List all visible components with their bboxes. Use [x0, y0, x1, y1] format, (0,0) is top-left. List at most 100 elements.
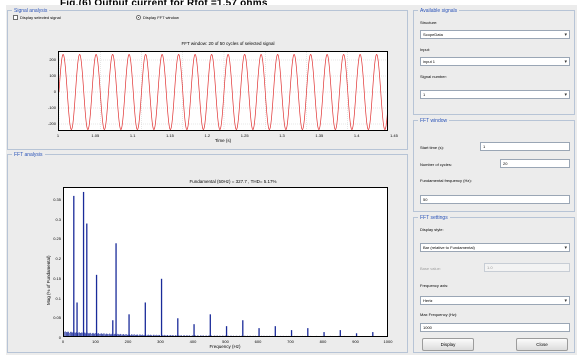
fft-panel-title: FFT analysis [12, 152, 45, 158]
fft-y-tick-label: 0.2 [55, 256, 61, 262]
signal-y-tick-label: -200 [47, 121, 56, 126]
signal-x-tick-label: 1.2 [204, 133, 211, 138]
signal-y-tick-label: 200 [49, 57, 56, 62]
fft-bar [76, 302, 78, 336]
start-time-input[interactable]: 1 [480, 142, 570, 151]
fft-x-tick-label: 700 [287, 339, 294, 344]
fft-bar [355, 333, 358, 336]
number-of-cycles-label: Number of cycles: [420, 162, 453, 167]
fft-window-title: FFT window [418, 118, 450, 124]
signal-x-tick-label: 1.35 [315, 133, 324, 138]
signal-plot-title: FFT window: 20 of 50 cycles of selected … [181, 41, 275, 46]
fft-x-tick-label: 200 [124, 339, 132, 344]
base-value-input[interactable]: 1.0 [484, 263, 570, 272]
signal-waveform-svg [59, 52, 387, 130]
signal-plot[interactable] [58, 51, 388, 131]
start-time-label: Start time (s): [420, 145, 445, 150]
input-label: Input: [420, 47, 431, 52]
fft-x-tick-label: 500 [222, 339, 229, 344]
signal-x-tick-label: 1.25 [240, 133, 249, 138]
figure-caption: Fig.(6) Output current for Rtot =1.57 oh… [0, 0, 577, 9]
close-button[interactable]: Close [516, 338, 568, 351]
fft-bar [73, 195, 75, 336]
available-signals-panel: Available signals Structure: ScopeData ▾… [413, 9, 575, 115]
fft-bar [144, 302, 146, 336]
fft-y-label: Mag (% of Fundamental) [46, 255, 51, 305]
dropdown-arrow-icon: ▾ [564, 59, 567, 65]
fft-x-tick-label: 800 [319, 339, 327, 344]
fft-bar [86, 223, 88, 336]
signal-x-tick-label: 1.15 [166, 133, 174, 138]
signal-x-tick-label: 1 [56, 133, 60, 138]
fft-bar [193, 324, 195, 336]
fft-plot-title: Fundamental (50Hz) = 327.7 , THD= 5.17% [189, 179, 277, 184]
fft-spectrum-plot[interactable] [63, 187, 388, 337]
fft-x-tick-label: 1000 [383, 339, 393, 344]
fft-bar [225, 326, 228, 336]
fft-bar [177, 318, 179, 336]
fft-y-tick-label: 0.35 [53, 196, 61, 202]
input-select[interactable]: input 1 ▾ [420, 57, 570, 66]
fft-x-tick-label: 400 [189, 339, 197, 344]
radio-selected-icon[interactable] [136, 15, 141, 20]
fundamental-frequency-input[interactable]: 50 [420, 195, 570, 204]
fft-bars-svg [64, 191, 386, 336]
signal-x-tick-label: 1.1 [129, 133, 136, 138]
fft-x-tick-label: 900 [352, 339, 359, 344]
fft-bar [95, 274, 98, 336]
signal-panel-title: Signal analysis [12, 8, 50, 14]
structure-select[interactable]: ScopeData ▾ [420, 30, 570, 39]
fft-x-tick-label: 300 [157, 339, 164, 344]
fundamental-frequency-label: Fundamental frequency (Hz): [420, 178, 472, 183]
fft-bar [258, 328, 260, 336]
fft-bar [112, 320, 114, 336]
fft-bar [82, 191, 85, 336]
fft-x-tick-label: 600 [254, 339, 262, 344]
display-style-select[interactable]: Bar (relative to Fundamental) ▾ [420, 243, 570, 252]
fft-y-tick-label: 0.25 [53, 236, 61, 242]
fft-bar [323, 332, 325, 336]
signal-series-line [59, 53, 387, 130]
signal-y-tick-label: -100 [47, 105, 56, 110]
structure-label: Structure: [420, 20, 438, 25]
display-style-label: Display style: [420, 227, 444, 232]
signal-number-select[interactable]: 1 ▾ [420, 90, 570, 99]
max-frequency-input[interactable]: 1000 [420, 323, 570, 332]
dropdown-arrow-icon: ▾ [564, 298, 567, 304]
fft-bar [160, 278, 163, 336]
window-title: Fig.(6) Output current for Rtot =1.57 oh… [60, 0, 268, 9]
fft-analysis-panel: FFT analysis Fundamental (50Hz) = 327.7 … [7, 152, 408, 353]
signal-y-tick-label: 0 [53, 89, 56, 94]
signal-analysis-panel: Signal analysis Display selected signal … [7, 8, 408, 150]
signal-y-tick-label: 100 [49, 73, 56, 78]
frequency-axis-label: Frequency axis: [420, 283, 449, 288]
signal-x-tick-label: 1.4 [353, 133, 360, 138]
dropdown-arrow-icon: ▾ [564, 32, 567, 38]
fft-bar [242, 320, 244, 336]
fft-settings-title: FFT settings [418, 215, 450, 221]
max-frequency-label: Max Frequency (Hz): [420, 312, 458, 317]
checkbox-icon[interactable] [13, 15, 18, 20]
fft-x-tick-label: 0 [61, 339, 65, 344]
number-of-cycles-input[interactable]: 20 [500, 159, 570, 168]
fft-window-panel: FFT window Start time (s): 1 Number of c… [413, 118, 575, 212]
powergui-fft-window: Signal analysis Display selected signal … [6, 5, 577, 355]
fft-y-tick-label: 0.3 [55, 216, 61, 222]
frequency-axis-select[interactable]: Hertz ▾ [420, 296, 570, 305]
fft-y-tick-label: 0.1 [55, 295, 61, 301]
display-fft-window-option[interactable]: Display FFT window [136, 15, 179, 20]
fft-bar [307, 328, 309, 336]
signal-x-tick-label: 1.3 [279, 133, 285, 138]
fft-y-tick-label: 0 [58, 335, 61, 340]
fft-bar [115, 243, 117, 336]
dropdown-arrow-icon: ▾ [564, 245, 567, 251]
display-selected-signal-option[interactable]: Display selected signal [13, 15, 61, 20]
fft-x-tick-label: 100 [92, 339, 99, 344]
display-button[interactable]: Display [422, 338, 474, 351]
dropdown-arrow-icon: ▾ [564, 92, 567, 98]
signal-x-label: Time (s) [214, 138, 232, 143]
fft-settings-panel: FFT settings Display style: Bar (relativ… [413, 215, 575, 353]
signal-x-tick-label: 1.05 [91, 133, 100, 138]
fft-bar [128, 314, 130, 336]
fft-bar [209, 314, 211, 336]
